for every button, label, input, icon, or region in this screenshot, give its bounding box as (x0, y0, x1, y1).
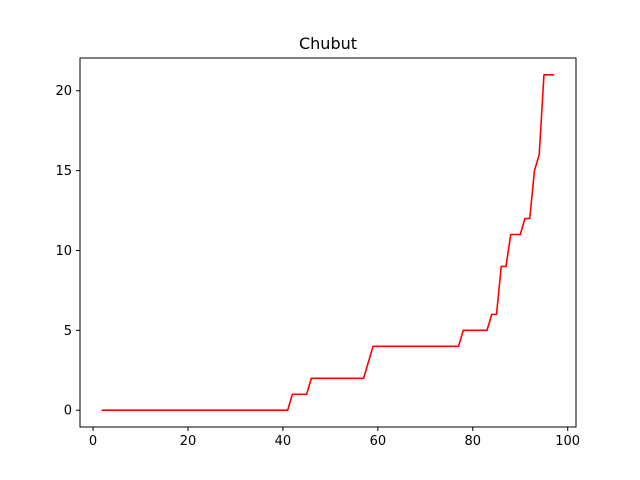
x-tick-label-1: 20 (180, 434, 197, 449)
x-tick-label-0: 0 (89, 434, 97, 449)
axes: 0 20 40 60 80 100 0 5 10 15 20 (55, 57, 580, 449)
x-tick-label-5: 100 (555, 434, 580, 449)
y-tick-label-4: 20 (55, 84, 72, 99)
y-tick-label-2: 10 (55, 244, 72, 259)
x-tick-label-4: 80 (464, 434, 481, 449)
plot-frame (79, 57, 577, 428)
y-tick-label-3: 15 (55, 164, 72, 179)
plot-area (101, 73, 555, 412)
y-tick-label-0: 0 (64, 404, 72, 419)
series-line-0 (101, 73, 555, 412)
y-tick-label-1: 5 (64, 324, 72, 339)
x-tick-label-3: 60 (370, 434, 387, 449)
chart-title: Chubut (299, 34, 357, 53)
x-tick-label-2: 40 (275, 434, 292, 449)
